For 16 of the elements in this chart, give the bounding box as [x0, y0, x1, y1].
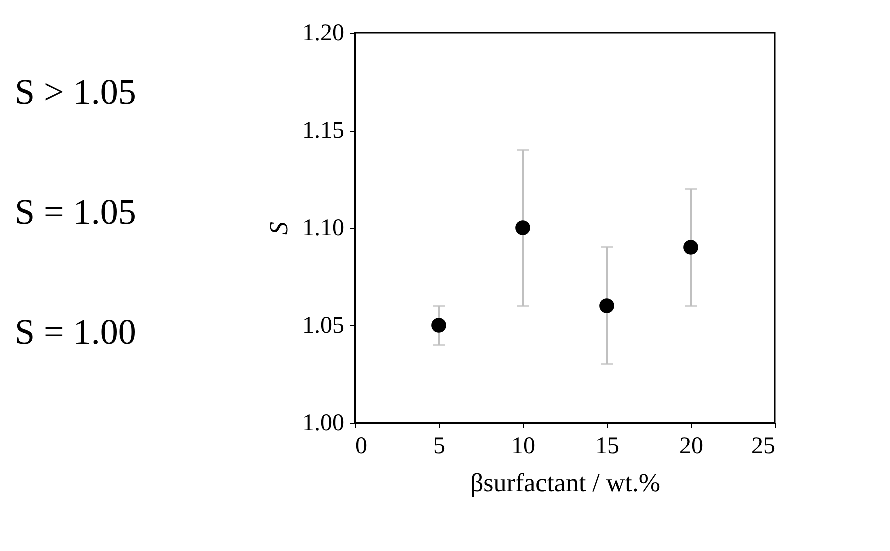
x-tick-label: 10: [512, 434, 536, 460]
text: S = 1.00: [15, 312, 136, 352]
y-tick-label: 1.20: [302, 20, 344, 46]
text: S = 1.05: [15, 192, 136, 232]
x-axis-title: βsurfactant / wt.%: [470, 468, 661, 498]
x-tick-label: 25: [752, 434, 776, 460]
text: S > 1.05: [15, 72, 136, 112]
y-tick-label: 1.05: [302, 313, 344, 339]
y-tick-label: 1.00: [302, 410, 344, 436]
y-tick-label: 1.10: [302, 216, 344, 242]
x-tick-label: 5: [434, 434, 446, 460]
x-tick-label: 15: [596, 434, 620, 460]
y-axis-title: S: [264, 222, 294, 235]
x-tick-label: 20: [680, 434, 704, 460]
x-tick-label: 0: [356, 434, 368, 460]
y-tick-label: 1.15: [302, 118, 344, 144]
